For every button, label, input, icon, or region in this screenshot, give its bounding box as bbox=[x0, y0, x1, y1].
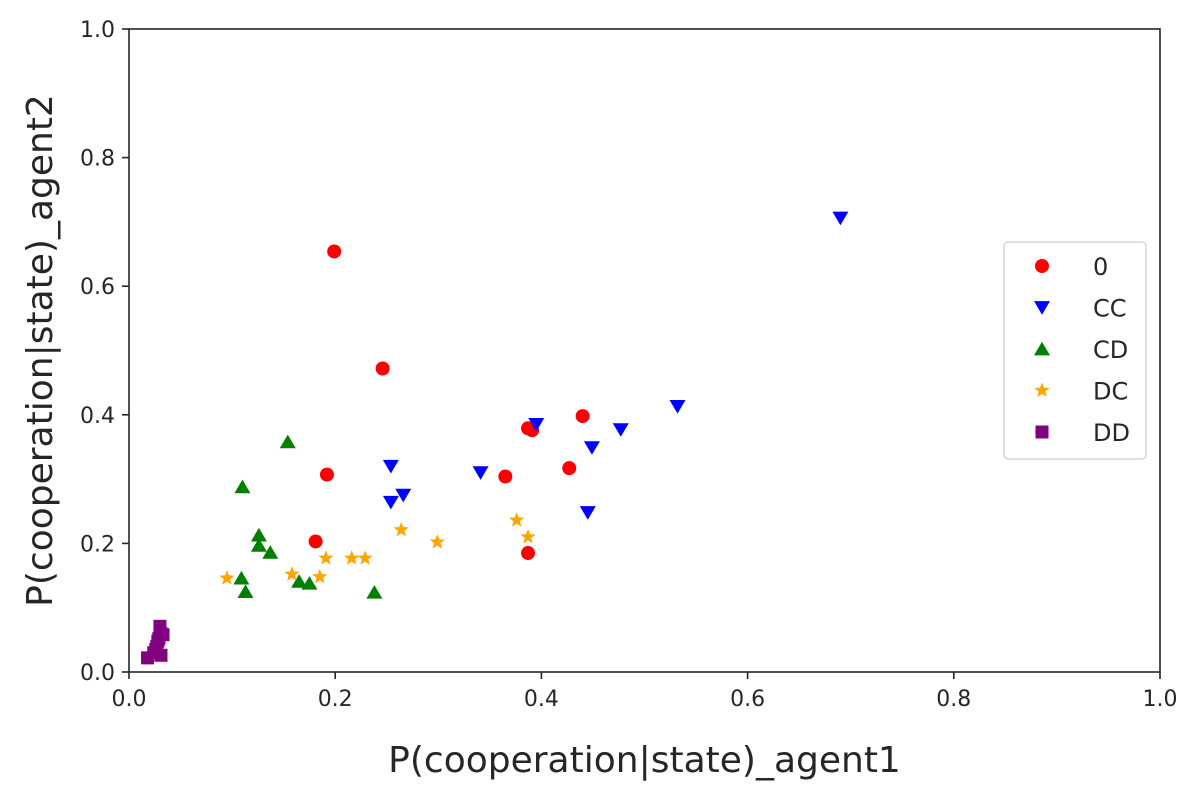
data-point-0 bbox=[327, 244, 342, 259]
data-point-cc bbox=[382, 495, 399, 510]
data-point-cc bbox=[612, 423, 629, 437]
data-point-cd bbox=[250, 527, 267, 542]
legend-box bbox=[1003, 241, 1147, 460]
x-tick-label: 0.4 bbox=[524, 687, 559, 712]
data-point-dc bbox=[344, 550, 360, 565]
legend-label: 0 bbox=[1093, 253, 1108, 281]
legend-label: DC bbox=[1093, 378, 1128, 406]
data-point-0 bbox=[375, 361, 390, 376]
legend-label: CD bbox=[1093, 336, 1128, 364]
data-point-cc bbox=[579, 506, 596, 520]
data-points bbox=[141, 211, 849, 665]
series-dd bbox=[141, 619, 170, 665]
x-axis-label: P(cooperation|state)_agent1 bbox=[388, 740, 901, 781]
plot-area bbox=[128, 28, 1161, 673]
y-tick-label: 0.2 bbox=[80, 532, 115, 557]
data-point-cc bbox=[382, 459, 399, 474]
data-point-cc bbox=[832, 211, 849, 226]
data-point-cc bbox=[583, 441, 600, 455]
x-tick-label: 0.2 bbox=[318, 687, 353, 712]
data-point-cc bbox=[395, 488, 412, 503]
series-0 bbox=[308, 244, 590, 561]
x-tick-label: 0.6 bbox=[730, 687, 765, 712]
data-point-cd bbox=[250, 538, 267, 552]
y-tick-label: 0.8 bbox=[80, 147, 115, 172]
data-point-0 bbox=[498, 469, 513, 484]
data-point-dd bbox=[149, 642, 163, 656]
x-tick-label: 1.0 bbox=[1143, 687, 1178, 712]
legend-label: DD bbox=[1093, 419, 1130, 447]
y-tick-label: 0.4 bbox=[80, 404, 115, 429]
legend-marker-cd bbox=[1034, 341, 1050, 356]
data-point-cd bbox=[366, 585, 383, 599]
data-point-cd bbox=[233, 570, 250, 585]
data-point-cc bbox=[669, 400, 686, 414]
data-point-cd bbox=[301, 576, 318, 590]
data-point-cd bbox=[291, 574, 308, 588]
data-point-cd bbox=[262, 545, 279, 559]
legend-marker-0 bbox=[1035, 259, 1049, 273]
series-cd bbox=[233, 434, 383, 599]
data-point-0 bbox=[575, 409, 590, 424]
data-point-dc bbox=[284, 566, 300, 581]
y-axis-label: P(cooperation|state)_agent2 bbox=[20, 94, 61, 607]
data-point-0 bbox=[319, 467, 334, 482]
legend-marker-dc bbox=[1034, 382, 1050, 397]
data-point-dc bbox=[393, 521, 409, 537]
data-point-cd bbox=[237, 584, 254, 599]
data-point-cd bbox=[234, 479, 251, 494]
y-tick-label: 0.6 bbox=[80, 275, 115, 300]
y-tick-label: 1.0 bbox=[80, 18, 115, 43]
data-point-dc bbox=[318, 550, 334, 565]
legend-marker-dd bbox=[1035, 425, 1049, 439]
legend: 0 CC CD DC DD bbox=[1003, 241, 1147, 460]
data-point-dd bbox=[153, 619, 167, 633]
data-point-dc bbox=[219, 570, 235, 585]
legend-label: CC bbox=[1093, 295, 1127, 323]
data-point-cd bbox=[279, 434, 296, 449]
x-tick-label: 0.0 bbox=[112, 687, 147, 712]
data-point-cc bbox=[472, 466, 489, 480]
data-point-0 bbox=[308, 534, 323, 549]
data-point-0 bbox=[520, 546, 535, 561]
axis-ticks: 0.0 0.2 0.4 0.6 0.8 1.0 0.0 0.2 0.4 0.6 0.8 1.0 bbox=[80, 18, 1178, 712]
data-point-dc bbox=[357, 550, 373, 565]
series-cc bbox=[382, 211, 849, 520]
data-point-dc bbox=[312, 568, 328, 584]
data-point-cc bbox=[528, 418, 545, 432]
data-point-dc bbox=[520, 528, 536, 544]
series-dc bbox=[219, 512, 536, 585]
data-point-dc bbox=[509, 512, 525, 527]
y-tick-label: 0.0 bbox=[80, 661, 115, 686]
legend-marker-cc bbox=[1034, 301, 1050, 315]
data-point-0 bbox=[562, 461, 577, 476]
data-point-dc bbox=[429, 534, 445, 549]
x-tick-label: 0.8 bbox=[936, 687, 971, 712]
